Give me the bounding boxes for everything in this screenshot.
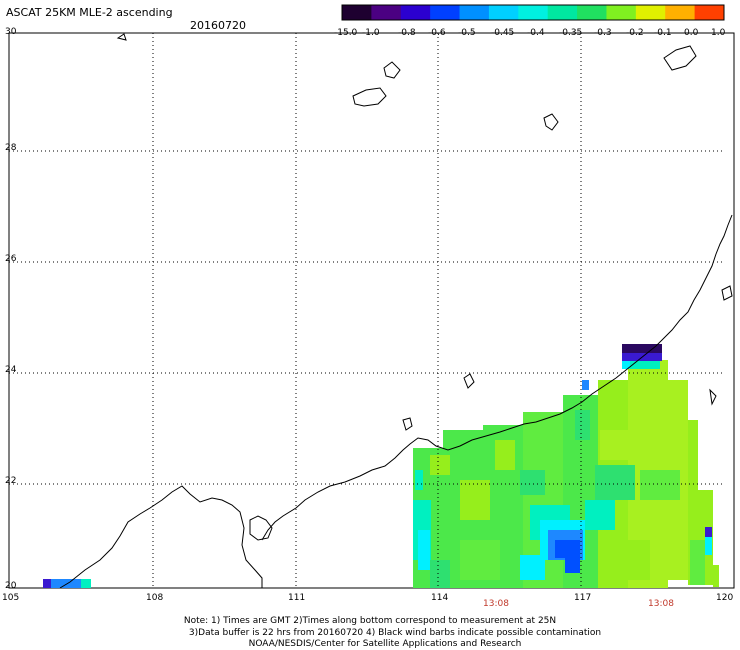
coastline-segment	[721, 285, 733, 301]
coastline-segment	[709, 388, 717, 406]
lat-tick-label: 20	[5, 581, 17, 591]
colorbar-label: -0.8	[398, 28, 416, 38]
mle-cell	[565, 555, 580, 573]
footnote-line-1: Note: 1) Times are GMT 2)Times along bot…	[183, 616, 557, 626]
lat-tick-label: 28	[5, 143, 17, 153]
lon-tick-label: 117	[574, 593, 592, 603]
colorbar-label: -0.4	[527, 28, 545, 38]
pass-time-label: 13:08	[648, 599, 674, 609]
coastline-segment	[116, 33, 127, 41]
colorbar-swatch	[635, 5, 666, 20]
product-title: ASCAT 25KM MLE-2 ascending	[6, 6, 173, 19]
colorbar-swatch	[342, 5, 372, 20]
colorbar-swatch	[371, 5, 402, 20]
lon-tick-label: 111	[288, 593, 306, 603]
mle-cell	[595, 465, 635, 500]
lon-tick-label: 114	[431, 593, 449, 603]
colorbar-label: -0.1	[654, 28, 672, 38]
coastline-segment	[59, 485, 263, 589]
mle-cell	[430, 455, 450, 475]
footnote-credit: NOAA/NESDIS/Center for Satellite Applica…	[248, 639, 522, 649]
lat-tick-label: 24	[5, 365, 17, 375]
colorbar-label: -0.35	[559, 28, 583, 38]
mle-cell	[495, 440, 515, 470]
coastline-segment	[402, 417, 413, 431]
mle-cell	[555, 540, 580, 558]
mle-cell	[713, 565, 719, 587]
lat-tick-label: 22	[5, 476, 17, 486]
colorbar-swatch	[488, 5, 519, 20]
colorbar-swatch	[518, 5, 549, 20]
mle-cell	[430, 560, 450, 588]
colorbar-label: -15.0	[334, 28, 358, 38]
mle-cell	[418, 530, 430, 570]
colorbar-swatch	[459, 5, 490, 20]
lat-tick-label: 30	[5, 27, 17, 37]
mle-cell	[622, 344, 662, 353]
coastline-segment	[543, 113, 559, 131]
mle-cell	[640, 470, 680, 500]
lon-tick-label: 105	[2, 593, 20, 603]
coastline	[59, 33, 733, 589]
colorbar-swatch	[577, 5, 607, 20]
mle-data-layer	[43, 344, 719, 588]
colorbar-label: -0.5	[458, 28, 476, 38]
lon-tick-label: 108	[146, 593, 164, 603]
colorbar-label: 0.0	[684, 28, 699, 38]
colorbar-swatch	[430, 5, 461, 20]
pass-time-label: 13:08	[483, 599, 509, 609]
colorbar-swatch	[665, 5, 696, 20]
mle-cell	[51, 579, 81, 588]
colorbar	[341, 4, 725, 21]
colorbar-border	[341, 4, 725, 21]
mle-cell	[43, 579, 51, 588]
mle-cell	[520, 555, 545, 580]
mle-cell	[610, 540, 650, 580]
product-date: 20160720	[190, 19, 246, 32]
mle-cell	[81, 579, 91, 588]
mle-cell	[575, 410, 590, 440]
coastline-segment	[463, 373, 475, 389]
mle-cell	[600, 430, 640, 460]
mle-cell	[705, 537, 712, 555]
colorbar-label: -1.0	[362, 28, 380, 38]
lon-tick-label: 120	[716, 593, 734, 603]
mle-cell	[460, 480, 490, 520]
colorbar-swatch	[606, 5, 637, 20]
plot-frame	[8, 32, 735, 589]
mle-cell	[585, 500, 615, 530]
coastline-segment	[383, 61, 401, 79]
colorbar-label: 1.0	[711, 28, 726, 38]
mle-cell	[705, 527, 712, 537]
footnote-line-2: 3)Data buffer is 22 hrs from 20160720 4)…	[188, 628, 602, 638]
colorbar-swatch	[547, 5, 578, 20]
graticule	[9, 33, 724, 588]
mle-cell	[582, 380, 589, 390]
mle-cell	[630, 361, 660, 369]
colorbar-swatch	[694, 5, 725, 20]
mle-cell	[415, 470, 423, 490]
colorbar-label: -0.2	[626, 28, 644, 38]
mle-cell	[520, 470, 545, 495]
colorbar-label: -0.6	[428, 28, 446, 38]
coastline-segment	[261, 214, 733, 541]
colorbar-swatch	[400, 5, 431, 20]
colorbar-label: -0.3	[594, 28, 612, 38]
coastline-segment	[663, 45, 697, 71]
mle-cell	[460, 540, 500, 580]
mle-cell	[690, 540, 705, 585]
coastline-segment	[352, 87, 387, 107]
colorbar-label: -0.45	[491, 28, 515, 38]
coastline-segment	[249, 515, 273, 541]
lat-tick-label: 26	[5, 254, 17, 264]
mle-cell	[688, 420, 698, 585]
mle-cell	[622, 361, 630, 369]
